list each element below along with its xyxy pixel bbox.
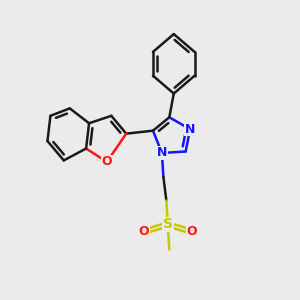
Text: S: S <box>163 217 173 231</box>
Text: N: N <box>185 123 195 136</box>
Text: O: O <box>139 225 149 238</box>
Text: O: O <box>186 225 197 238</box>
Text: N: N <box>157 146 167 160</box>
Text: O: O <box>102 155 112 168</box>
